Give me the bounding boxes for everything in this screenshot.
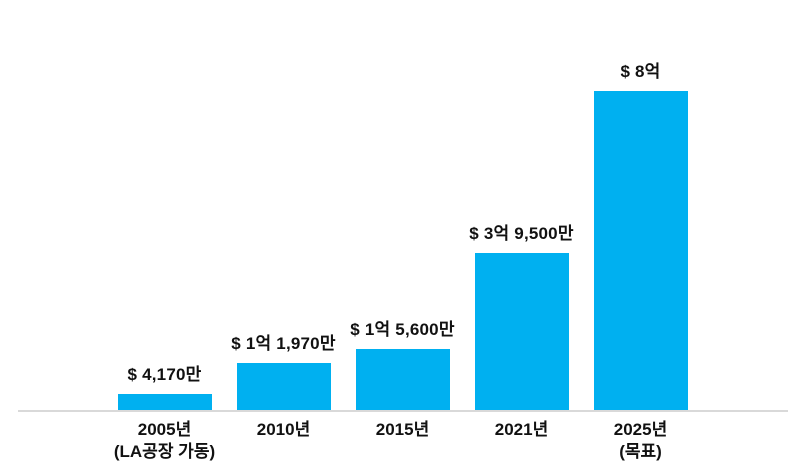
category-label: 2015년 [343, 419, 462, 463]
bar [236, 363, 331, 411]
category-label-line2: (목표) [619, 442, 662, 461]
category-label-line1: 2025년 [613, 420, 668, 439]
bar-column: $ 3억 9,500만 [462, 0, 581, 411]
bar-column: $ 4,170만 [105, 0, 224, 411]
plot-area: $ 4,170만 $ 1억 1,970만 $ 1억 5,600만 $ 3억 9,… [105, 0, 700, 411]
bar-value-label: $ 3억 9,500만 [469, 224, 574, 243]
bar-column: $ 8억 [581, 0, 700, 411]
bar-value-label: $ 8억 [620, 62, 661, 81]
bar [593, 91, 688, 411]
x-axis-labels: 2005년 (LA공장 가동) 2010년 2015년 2021년 2025년 … [105, 419, 700, 463]
category-label-line1: 2005년 [137, 420, 192, 439]
bar-column: $ 1억 1,970만 [224, 0, 343, 411]
category-label: 2025년 (목표) [581, 419, 700, 463]
category-label: 2010년 [224, 419, 343, 463]
x-axis-line [18, 410, 788, 412]
bar [474, 253, 569, 411]
bar-value-label: $ 4,170만 [127, 365, 202, 384]
category-label: 2021년 [462, 419, 581, 463]
bar [117, 394, 212, 411]
bar-value-label: $ 1억 1,970만 [231, 334, 336, 353]
category-label-line1: 2021년 [494, 420, 549, 439]
category-label-line2: (LA공장 가동) [113, 442, 216, 461]
category-label: 2005년 (LA공장 가동) [105, 419, 224, 463]
bar-value-label: $ 1억 5,600만 [350, 320, 455, 339]
bar-column: $ 1억 5,600만 [343, 0, 462, 411]
category-label-line1: 2015년 [375, 420, 430, 439]
category-label-line1: 2010년 [256, 420, 311, 439]
bar [355, 349, 450, 411]
